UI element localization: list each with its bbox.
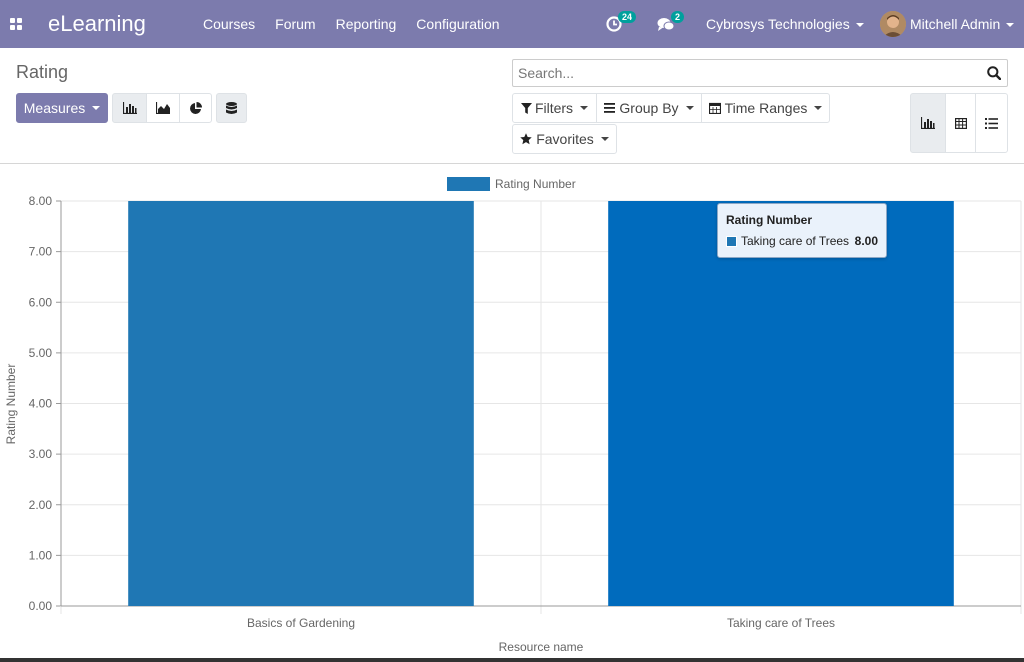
control-panel-divider xyxy=(0,163,1024,164)
tooltip-value: 8.00 xyxy=(854,234,878,248)
graph-view-icon xyxy=(921,117,935,129)
messages-badge: 2 xyxy=(671,11,685,23)
favorites-label: Favorites xyxy=(536,131,594,147)
stacked-toggle-button[interactable] xyxy=(216,93,247,123)
y-tick-label: 7.00 xyxy=(29,245,53,259)
bar-chart-icon xyxy=(122,102,137,114)
chevron-down-icon xyxy=(855,23,864,28)
legend-label[interactable]: Rating Number xyxy=(495,177,576,191)
chevron-down-icon xyxy=(92,106,101,110)
measures-label: Measures xyxy=(23,100,86,116)
x-axis-label: Resource name xyxy=(499,640,584,654)
x-tick-label: Basics of Gardening xyxy=(247,616,355,630)
group-by-button[interactable]: Group By xyxy=(596,93,702,123)
activity-badge: 24 xyxy=(618,11,637,23)
filters-button[interactable]: Filters xyxy=(512,93,597,123)
y-tick-label: 6.00 xyxy=(29,295,53,309)
tooltip-label: Taking care of Trees xyxy=(741,234,850,248)
messages-menu[interactable]: 2 xyxy=(657,11,687,36)
y-tick-label: 0.00 xyxy=(29,599,53,613)
window-bottom-edge xyxy=(0,658,1024,662)
pie-chart-icon xyxy=(190,101,202,114)
y-tick-label: 3.00 xyxy=(29,447,53,461)
y-tick-label: 2.00 xyxy=(29,498,53,512)
user-name: Mitchell Admin xyxy=(910,16,1001,32)
database-icon xyxy=(226,101,237,114)
menu-item-configuration[interactable]: Configuration xyxy=(416,16,500,32)
app-brand[interactable]: eLearning xyxy=(48,11,146,36)
chevron-down-icon xyxy=(580,106,589,110)
menu-item-forum[interactable]: Forum xyxy=(275,16,316,32)
line-chart-button[interactable] xyxy=(146,93,180,123)
top-navbar: eLearning Courses Forum Reporting Config… xyxy=(0,0,1024,48)
bars-icon xyxy=(604,103,616,113)
y-axis-label: Rating Number xyxy=(4,364,18,445)
chevron-down-icon xyxy=(685,106,694,110)
main-menu: Courses Forum Reporting Configuration xyxy=(203,16,520,32)
company-switcher[interactable]: Cybrosys Technologies xyxy=(706,16,864,32)
menu-item-courses[interactable]: Courses xyxy=(203,16,256,32)
list-view-icon xyxy=(985,117,998,129)
bar[interactable] xyxy=(128,201,474,606)
group-by-label: Group By xyxy=(619,100,679,116)
clock-icon xyxy=(606,16,622,32)
tooltip-title: Rating Number xyxy=(726,213,813,227)
legend-swatch[interactable] xyxy=(447,177,490,191)
time-ranges-button[interactable]: Time Ranges xyxy=(701,93,830,123)
star-icon xyxy=(520,133,532,145)
y-tick-label: 5.00 xyxy=(29,346,53,360)
avatar[interactable] xyxy=(880,11,906,37)
tooltip-swatch xyxy=(726,236,737,247)
graph-chart: 0.00 1.00 2.00 3.00 4.00 5.00 6.00 7.00 8.00 Basi… xyxy=(4,177,1022,654)
filter-icon xyxy=(520,102,532,114)
line-chart-icon xyxy=(156,102,170,114)
company-name: Cybrosys Technologies xyxy=(706,16,850,32)
chevron-down-icon xyxy=(600,137,609,141)
menu-item-reporting[interactable]: Reporting xyxy=(335,16,397,32)
filters-label: Filters xyxy=(534,100,574,116)
pivot-view-button[interactable] xyxy=(945,93,976,153)
tick-labels: 0.00 1.00 2.00 3.00 4.00 5.00 6.00 7.00 8.00 Basi… xyxy=(29,194,835,630)
bar-chart-button[interactable] xyxy=(112,93,147,123)
user-menu[interactable]: Mitchell Admin xyxy=(910,16,1015,32)
chevron-down-icon xyxy=(1006,23,1015,28)
bar[interactable] xyxy=(608,201,954,606)
chat-icon xyxy=(657,18,675,31)
list-view-button[interactable] xyxy=(975,93,1008,153)
pivot-view-icon xyxy=(954,117,967,129)
activity-menu[interactable]: 24 xyxy=(606,11,638,36)
time-ranges-label: Time Ranges xyxy=(724,100,808,116)
grid-icon[interactable] xyxy=(10,18,22,30)
y-tick-label: 1.00 xyxy=(29,548,53,562)
search-box xyxy=(512,59,1008,87)
chevron-down-icon xyxy=(814,106,823,110)
search-icon[interactable] xyxy=(987,66,1001,80)
legend[interactable]: Rating Number xyxy=(447,177,576,191)
calendar-icon xyxy=(708,102,721,114)
bars xyxy=(128,201,954,606)
pie-chart-button[interactable] xyxy=(179,93,212,123)
favorites-button[interactable]: Favorites xyxy=(512,124,617,154)
graph-view-button[interactable] xyxy=(910,93,946,153)
search-input[interactable] xyxy=(518,64,978,82)
x-tick-label: Taking care of Trees xyxy=(727,616,835,630)
chart-tooltip: Rating Number Taking care of Trees 8.00 xyxy=(717,203,887,258)
y-tick-label: 8.00 xyxy=(29,194,53,208)
page-title: Rating xyxy=(16,62,69,82)
y-tick-label: 4.00 xyxy=(29,397,53,411)
measures-button[interactable]: Measures xyxy=(16,93,108,123)
